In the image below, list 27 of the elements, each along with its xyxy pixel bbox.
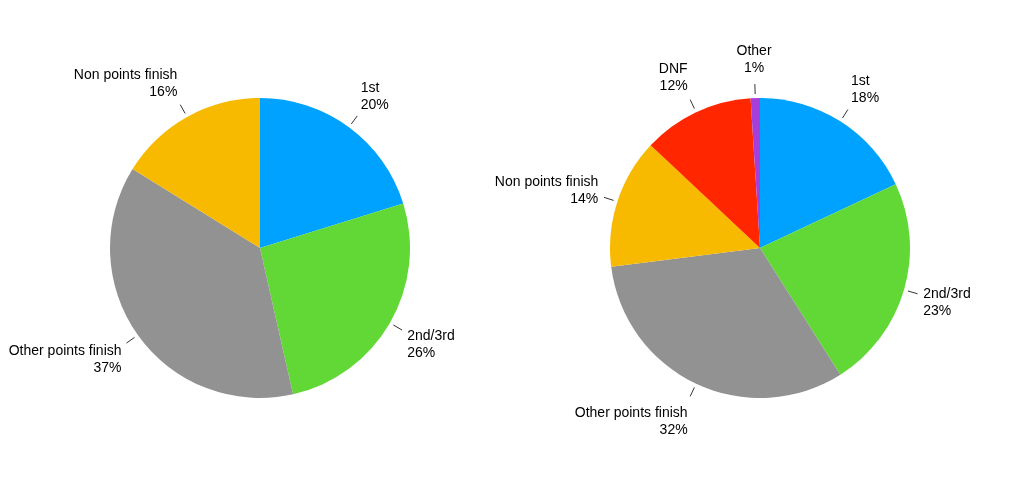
data-label: 1% xyxy=(743,59,765,76)
pie-slice xyxy=(611,248,841,398)
data-label: 16% xyxy=(149,82,178,99)
data-label: 23% xyxy=(923,302,952,319)
slice-label: 2nd/3rd xyxy=(923,285,971,302)
data-label: 12% xyxy=(659,77,688,94)
slice-label: Other points finish xyxy=(8,342,122,359)
slice-label: Other points finish xyxy=(574,403,688,420)
pie-slice xyxy=(610,145,760,267)
slice-label: Non points finish xyxy=(73,65,178,82)
data-label: 20% xyxy=(360,96,389,112)
data-label: 26% xyxy=(407,344,436,360)
pie-slice xyxy=(650,98,760,248)
pie-slice xyxy=(760,184,910,375)
slice-label: 1st xyxy=(360,79,380,95)
slice-label: Other xyxy=(736,42,772,59)
pie-slice xyxy=(260,203,410,395)
data-label: 32% xyxy=(659,420,688,437)
pie-slice xyxy=(260,98,404,248)
data-label: 14% xyxy=(570,190,599,207)
slice-label: 2nd/3rd xyxy=(407,327,455,343)
slice-label: DNF xyxy=(658,60,688,77)
slice-label: Non points finish xyxy=(494,173,599,190)
pie-slice xyxy=(132,98,260,248)
data-label: 18% xyxy=(851,88,880,105)
data-label: 37% xyxy=(93,359,122,376)
slice-label: 1st xyxy=(851,71,870,88)
